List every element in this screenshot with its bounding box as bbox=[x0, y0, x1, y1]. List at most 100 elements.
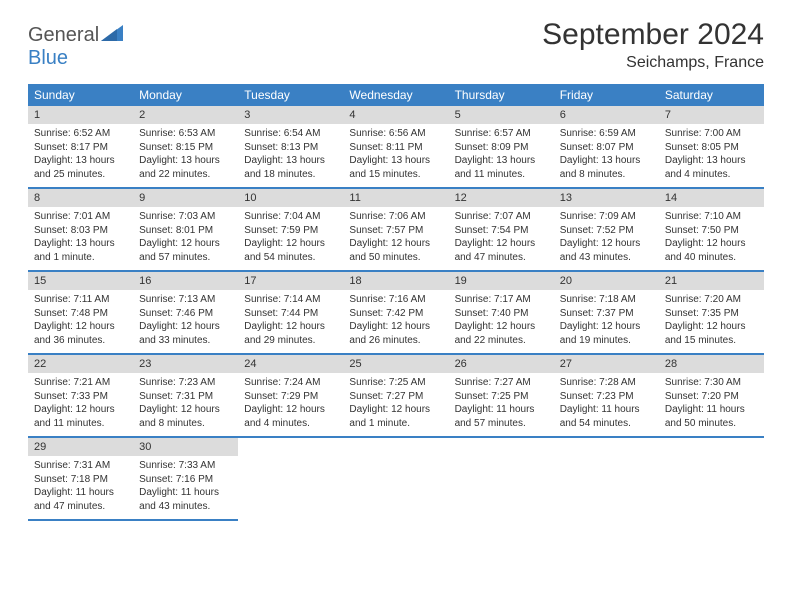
day-details: Sunrise: 7:06 AMSunset: 7:57 PMDaylight:… bbox=[343, 207, 448, 270]
dow-thursday: Thursday bbox=[449, 84, 554, 106]
daylight-text-2: and 57 minutes. bbox=[455, 417, 548, 431]
sunrise-text: Sunrise: 7:30 AM bbox=[665, 376, 758, 390]
daylight-text-1: Daylight: 13 hours bbox=[349, 154, 442, 168]
day-details: Sunrise: 7:33 AMSunset: 7:16 PMDaylight:… bbox=[133, 456, 238, 519]
daylight-text-1: Daylight: 12 hours bbox=[349, 320, 442, 334]
daylight-text-2: and 1 minute. bbox=[34, 251, 127, 265]
sunrise-text: Sunrise: 7:04 AM bbox=[244, 210, 337, 224]
daylight-text-2: and 26 minutes. bbox=[349, 334, 442, 348]
daylight-text-1: Daylight: 11 hours bbox=[34, 486, 127, 500]
week-row: 8Sunrise: 7:01 AMSunset: 8:03 PMDaylight… bbox=[28, 188, 764, 271]
day-number: 3 bbox=[238, 106, 343, 124]
dow-tuesday: Tuesday bbox=[238, 84, 343, 106]
day-number: 30 bbox=[133, 438, 238, 456]
day-cell: 18Sunrise: 7:16 AMSunset: 7:42 PMDayligh… bbox=[343, 271, 448, 354]
daylight-text-1: Daylight: 12 hours bbox=[139, 403, 232, 417]
day-number: 6 bbox=[554, 106, 659, 124]
sunrise-text: Sunrise: 6:59 AM bbox=[560, 127, 653, 141]
sunset-text: Sunset: 7:16 PM bbox=[139, 473, 232, 487]
day-cell: 17Sunrise: 7:14 AMSunset: 7:44 PMDayligh… bbox=[238, 271, 343, 354]
sunset-text: Sunset: 7:57 PM bbox=[349, 224, 442, 238]
day-number: 9 bbox=[133, 189, 238, 207]
day-cell: 24Sunrise: 7:24 AMSunset: 7:29 PMDayligh… bbox=[238, 354, 343, 437]
day-number: 17 bbox=[238, 272, 343, 290]
daylight-text-2: and 43 minutes. bbox=[560, 251, 653, 265]
day-number: 12 bbox=[449, 189, 554, 207]
day-number: 10 bbox=[238, 189, 343, 207]
sunset-text: Sunset: 7:27 PM bbox=[349, 390, 442, 404]
dow-monday: Monday bbox=[133, 84, 238, 106]
sunset-text: Sunset: 7:46 PM bbox=[139, 307, 232, 321]
sunset-text: Sunset: 8:13 PM bbox=[244, 141, 337, 155]
daylight-text-1: Daylight: 11 hours bbox=[139, 486, 232, 500]
sunset-text: Sunset: 7:18 PM bbox=[34, 473, 127, 487]
day-cell: 11Sunrise: 7:06 AMSunset: 7:57 PMDayligh… bbox=[343, 188, 448, 271]
daylight-text-1: Daylight: 11 hours bbox=[665, 403, 758, 417]
day-cell: 13Sunrise: 7:09 AMSunset: 7:52 PMDayligh… bbox=[554, 188, 659, 271]
day-details: Sunrise: 7:00 AMSunset: 8:05 PMDaylight:… bbox=[659, 124, 764, 187]
sunrise-text: Sunrise: 7:16 AM bbox=[349, 293, 442, 307]
logo: General Blue bbox=[28, 18, 123, 70]
dow-friday: Friday bbox=[554, 84, 659, 106]
location: Seichamps, France bbox=[542, 54, 764, 72]
day-number: 4 bbox=[343, 106, 448, 124]
logo-text-2: Blue bbox=[28, 47, 68, 69]
sunrise-text: Sunrise: 7:07 AM bbox=[455, 210, 548, 224]
sunrise-text: Sunrise: 7:33 AM bbox=[139, 459, 232, 473]
empty-cell bbox=[343, 437, 448, 520]
day-number: 5 bbox=[449, 106, 554, 124]
day-cell: 14Sunrise: 7:10 AMSunset: 7:50 PMDayligh… bbox=[659, 188, 764, 271]
daylight-text-2: and 47 minutes. bbox=[34, 500, 127, 514]
day-number: 29 bbox=[28, 438, 133, 456]
sunset-text: Sunset: 7:48 PM bbox=[34, 307, 127, 321]
day-cell: 1Sunrise: 6:52 AMSunset: 8:17 PMDaylight… bbox=[28, 106, 133, 188]
daylight-text-2: and 22 minutes. bbox=[455, 334, 548, 348]
sunset-text: Sunset: 8:11 PM bbox=[349, 141, 442, 155]
day-details: Sunrise: 6:59 AMSunset: 8:07 PMDaylight:… bbox=[554, 124, 659, 187]
daylight-text-2: and 11 minutes. bbox=[34, 417, 127, 431]
day-number: 2 bbox=[133, 106, 238, 124]
sunset-text: Sunset: 7:40 PM bbox=[455, 307, 548, 321]
logo-sail-icon bbox=[101, 25, 123, 41]
daylight-text-2: and 11 minutes. bbox=[455, 168, 548, 182]
sunset-text: Sunset: 7:29 PM bbox=[244, 390, 337, 404]
sunrise-text: Sunrise: 7:31 AM bbox=[34, 459, 127, 473]
day-details: Sunrise: 7:01 AMSunset: 8:03 PMDaylight:… bbox=[28, 207, 133, 270]
daylight-text-1: Daylight: 12 hours bbox=[139, 237, 232, 251]
sunset-text: Sunset: 7:50 PM bbox=[665, 224, 758, 238]
daylight-text-1: Daylight: 11 hours bbox=[560, 403, 653, 417]
day-details: Sunrise: 7:10 AMSunset: 7:50 PMDaylight:… bbox=[659, 207, 764, 270]
daylight-text-2: and 4 minutes. bbox=[244, 417, 337, 431]
logo-text: General Blue bbox=[28, 24, 123, 70]
sunset-text: Sunset: 8:07 PM bbox=[560, 141, 653, 155]
day-cell: 19Sunrise: 7:17 AMSunset: 7:40 PMDayligh… bbox=[449, 271, 554, 354]
dow-row: Sunday Monday Tuesday Wednesday Thursday… bbox=[28, 84, 764, 106]
logo-text-1: General bbox=[28, 24, 99, 46]
day-details: Sunrise: 7:25 AMSunset: 7:27 PMDaylight:… bbox=[343, 373, 448, 436]
sunset-text: Sunset: 7:31 PM bbox=[139, 390, 232, 404]
daylight-text-2: and 1 minute. bbox=[349, 417, 442, 431]
daylight-text-1: Daylight: 13 hours bbox=[665, 154, 758, 168]
day-number: 28 bbox=[659, 355, 764, 373]
day-cell: 26Sunrise: 7:27 AMSunset: 7:25 PMDayligh… bbox=[449, 354, 554, 437]
daylight-text-2: and 4 minutes. bbox=[665, 168, 758, 182]
day-number: 11 bbox=[343, 189, 448, 207]
day-details: Sunrise: 7:28 AMSunset: 7:23 PMDaylight:… bbox=[554, 373, 659, 436]
day-number: 13 bbox=[554, 189, 659, 207]
empty-cell bbox=[554, 437, 659, 520]
day-number: 23 bbox=[133, 355, 238, 373]
sunset-text: Sunset: 8:03 PM bbox=[34, 224, 127, 238]
day-number: 8 bbox=[28, 189, 133, 207]
daylight-text-2: and 18 minutes. bbox=[244, 168, 337, 182]
sunset-text: Sunset: 8:17 PM bbox=[34, 141, 127, 155]
daylight-text-1: Daylight: 12 hours bbox=[244, 403, 337, 417]
daylight-text-2: and 29 minutes. bbox=[244, 334, 337, 348]
sunset-text: Sunset: 7:33 PM bbox=[34, 390, 127, 404]
day-cell: 27Sunrise: 7:28 AMSunset: 7:23 PMDayligh… bbox=[554, 354, 659, 437]
daylight-text-2: and 40 minutes. bbox=[665, 251, 758, 265]
day-cell: 2Sunrise: 6:53 AMSunset: 8:15 PMDaylight… bbox=[133, 106, 238, 188]
day-number: 19 bbox=[449, 272, 554, 290]
dow-wednesday: Wednesday bbox=[343, 84, 448, 106]
sunset-text: Sunset: 7:59 PM bbox=[244, 224, 337, 238]
daylight-text-1: Daylight: 13 hours bbox=[244, 154, 337, 168]
